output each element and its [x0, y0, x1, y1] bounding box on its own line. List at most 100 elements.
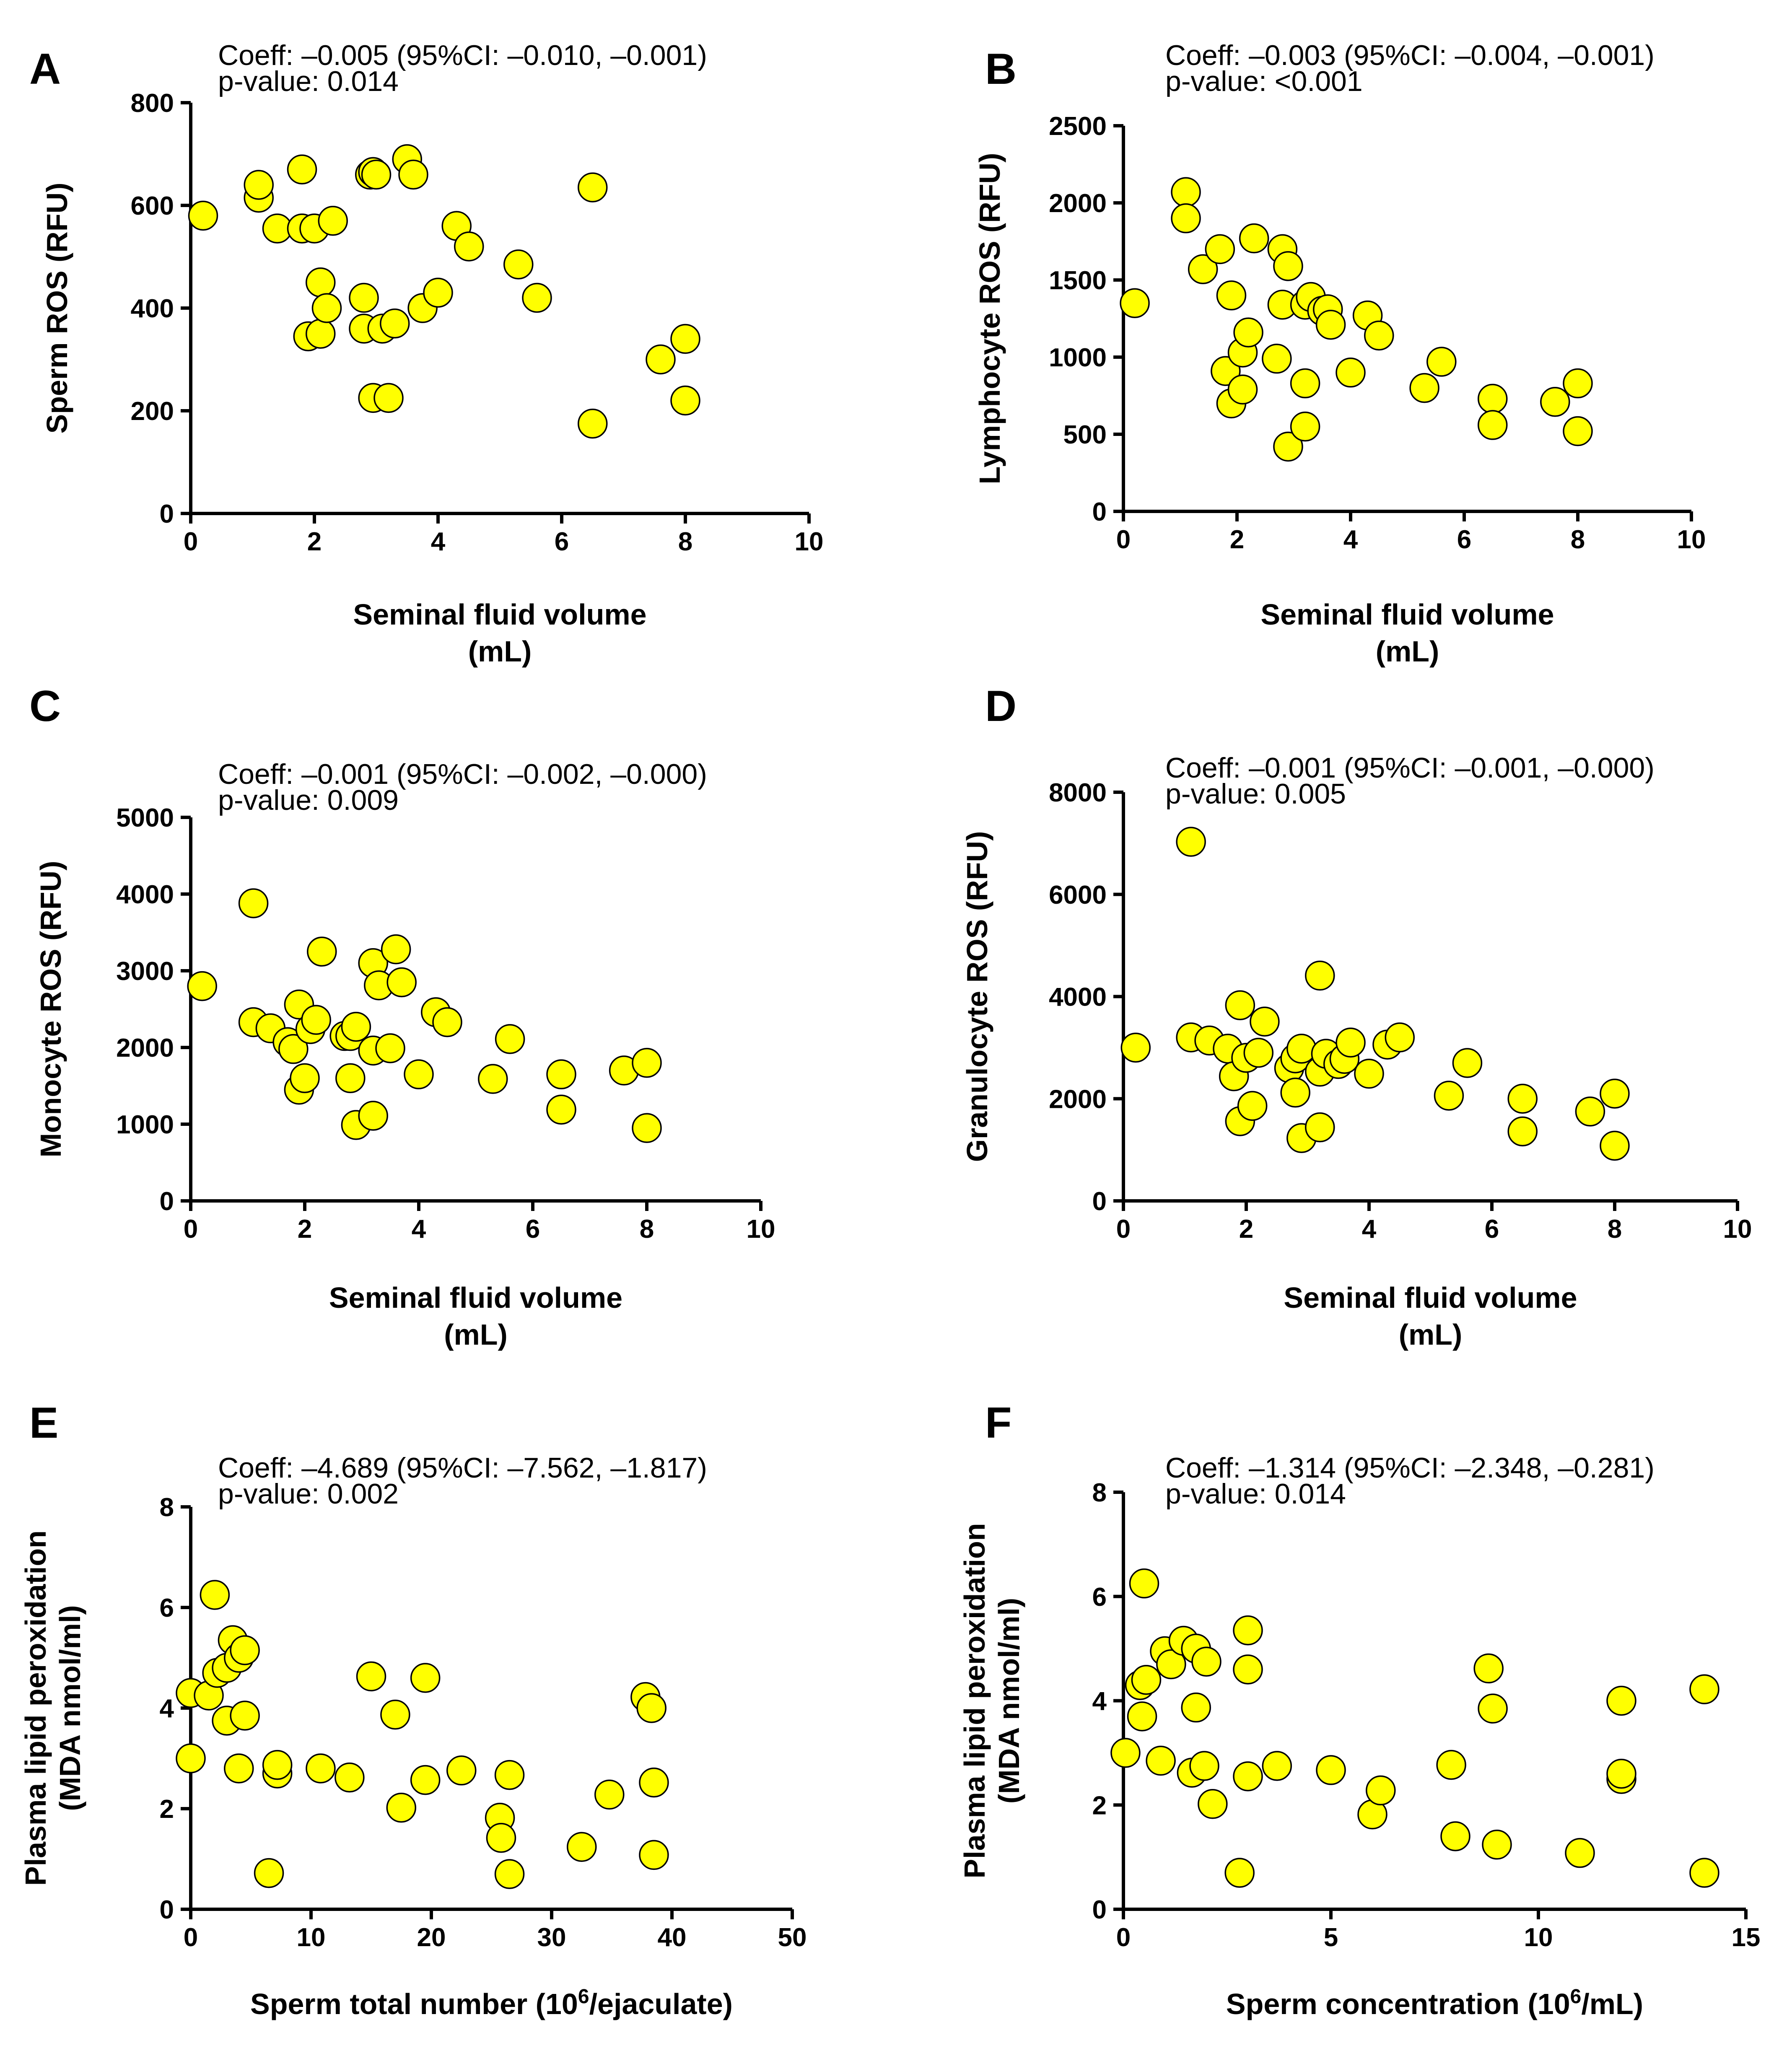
data-point — [386, 967, 417, 998]
y-tick-label: 1500 — [1049, 266, 1107, 295]
y-axis-label: Granulocyte ROS (RFU) — [961, 831, 993, 1162]
x-tick-label: 20 — [417, 1923, 446, 1952]
x-tick-label: 8 — [1571, 525, 1585, 554]
data-point — [410, 1663, 441, 1693]
data-point — [1127, 1701, 1157, 1732]
data-point — [373, 383, 404, 413]
data-point — [307, 936, 337, 967]
data-point — [1191, 1646, 1221, 1677]
data-point — [1233, 1615, 1263, 1646]
data-point — [1600, 1078, 1630, 1109]
data-point — [632, 1113, 662, 1143]
data-point — [238, 888, 269, 918]
x-tick-label: 50 — [778, 1923, 807, 1952]
data-point — [380, 1699, 410, 1730]
y-tick-label: 0 — [160, 500, 174, 529]
data-point — [1233, 1761, 1263, 1791]
data-point — [1436, 1750, 1466, 1780]
data-point — [1478, 410, 1508, 440]
data-point — [1478, 1693, 1508, 1724]
data-point — [1409, 373, 1439, 403]
x-tick-label: 2 — [298, 1215, 312, 1244]
data-point — [306, 267, 336, 298]
y-tick-label: 2 — [160, 1795, 174, 1824]
data-point — [1176, 827, 1206, 857]
panel-letter: C — [29, 682, 61, 731]
y-tick-label: 600 — [131, 192, 174, 220]
data-point — [1216, 280, 1247, 311]
x-axis-label-part: Sperm total number (10 — [250, 1988, 578, 2020]
data-point — [335, 1063, 366, 1093]
data-point — [494, 1859, 525, 1889]
data-point — [1316, 1755, 1346, 1785]
panel-b: B Coeff: –0.003 (95%CI: –0.004, –0.001)p-… — [973, 39, 1706, 668]
data-point — [1290, 368, 1320, 399]
data-point — [306, 319, 336, 349]
data-point — [1540, 386, 1570, 417]
x-tick-label: 10 — [297, 1923, 326, 1952]
coeff-annotation: Coeff: –1.314 (95%CI: –2.348, –0.281) — [1165, 1452, 1655, 1484]
data-point — [1600, 1130, 1630, 1161]
data-point — [1689, 1858, 1719, 1888]
y-tick-label: 4 — [160, 1694, 174, 1723]
y-tick-label: 1000 — [116, 1110, 174, 1139]
data-point — [1315, 309, 1346, 340]
data-point — [176, 1743, 206, 1773]
data-point — [311, 293, 342, 323]
x-tick-label: 6 — [526, 1215, 540, 1244]
data-point — [361, 159, 392, 190]
x-axis-label-part: /mL) — [1581, 1988, 1643, 2020]
y-tick-label: 0 — [160, 1187, 174, 1216]
y-tick-label: 400 — [131, 294, 174, 323]
y-tick-label: 4 — [1092, 1687, 1107, 1716]
data-point — [567, 1832, 597, 1862]
x-axis-label-part: Sperm concentration (10 — [1226, 1988, 1570, 2020]
data-point — [1305, 1112, 1335, 1143]
coeff-annotation: Coeff: –0.005 (95%CI: –0.010, –0.001) — [218, 39, 707, 71]
data-point — [670, 324, 700, 354]
x-tick-label: 2 — [1230, 525, 1244, 554]
x-tick-label: 6 — [1457, 525, 1471, 554]
data-point — [1205, 234, 1235, 264]
data-point — [639, 1767, 669, 1798]
data-point — [1689, 1674, 1719, 1704]
coeff-annotation: Coeff: –0.001 (95%CI: –0.001, –0.000) — [1165, 752, 1655, 784]
x-tick-label: 0 — [184, 527, 198, 556]
data-point — [1211, 356, 1241, 386]
x-tick-label: 0 — [1116, 1923, 1131, 1952]
data-point — [244, 170, 274, 200]
data-point — [1473, 1653, 1504, 1684]
axis-lines — [189, 103, 809, 515]
data-point — [1336, 358, 1366, 388]
y-axis-label: Lymphocyte ROS (RFU) — [973, 153, 1006, 485]
data-point — [1171, 203, 1201, 233]
x-axis-label-part: /ejaculate) — [589, 1988, 733, 2020]
data-point — [1239, 223, 1269, 254]
y-tick-label: 5000 — [116, 804, 174, 832]
data-point — [1440, 1821, 1470, 1851]
data-point — [1565, 1838, 1595, 1868]
panel-letter: B — [985, 45, 1017, 93]
data-point — [1131, 1665, 1162, 1695]
axis-lines — [1122, 792, 1738, 1203]
y-tick-label: 2 — [1092, 1791, 1107, 1820]
data-point — [187, 971, 217, 1001]
data-point — [423, 277, 453, 308]
x-tick-label: 0 — [1116, 525, 1131, 554]
data-point — [446, 1755, 477, 1786]
data-point — [494, 1760, 525, 1790]
x-tick-label: 4 — [1362, 1215, 1377, 1244]
data-point — [1120, 1032, 1151, 1063]
x-axis-label: Seminal fluid volume — [353, 598, 646, 631]
y-axis-label: Plasma lipid peroxidation — [19, 1530, 52, 1886]
data-point — [1434, 1081, 1464, 1111]
x-tick-label: 40 — [658, 1923, 687, 1952]
y-tick-label: 2500 — [1049, 112, 1107, 141]
data-point — [1452, 1048, 1483, 1078]
data-point — [381, 934, 411, 964]
x-tick-label: 5 — [1324, 1923, 1338, 1952]
x-axis-label: (mL) — [468, 635, 532, 668]
data-point — [224, 1753, 254, 1784]
data-point — [287, 154, 317, 184]
